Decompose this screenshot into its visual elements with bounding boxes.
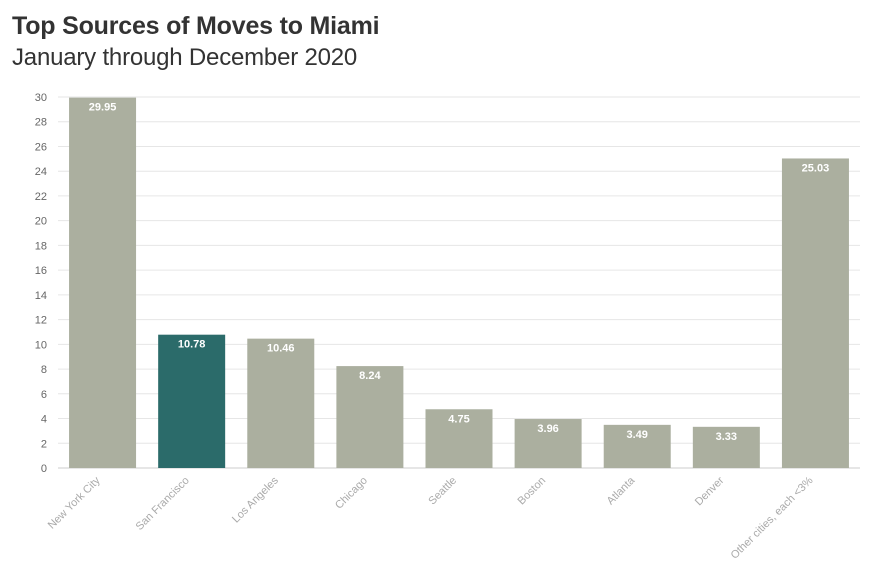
bar-value-label: 29.95 [89, 102, 117, 114]
y-tick-label: 6 [41, 389, 47, 401]
x-category-label: Other cities, each <3% [729, 474, 816, 561]
x-category-label: Denver [693, 474, 727, 508]
y-tick-label: 14 [35, 290, 47, 302]
y-tick-label: 10 [35, 339, 47, 351]
bar-value-label: 8.24 [359, 370, 381, 382]
x-category-label: Atlanta [605, 474, 638, 507]
x-category-label: Los Angeles [230, 474, 281, 525]
bar [603, 424, 671, 468]
bar [781, 158, 849, 468]
y-tick-label: 30 [35, 92, 47, 104]
bar-value-label: 25.03 [802, 162, 830, 174]
y-tick-label: 22 [35, 191, 47, 203]
y-tick-label: 8 [41, 364, 47, 376]
y-tick-label: 12 [35, 315, 47, 327]
x-category-label: New York City [46, 474, 103, 531]
y-tick-label: 24 [35, 166, 47, 178]
bar-value-label: 4.75 [448, 413, 469, 425]
bar [247, 338, 315, 468]
y-tick-label: 16 [35, 265, 47, 277]
bar-value-label: 3.96 [537, 423, 558, 435]
chart-title: Top Sources of Moves to Miami [12, 12, 380, 40]
x-category-label: Chicago [333, 475, 370, 512]
y-tick-label: 0 [41, 463, 47, 475]
x-axis: New York City San Francisco Los Angeles Chi… [46, 474, 816, 562]
x-category-label: San Francisco [134, 475, 192, 533]
bar [158, 334, 226, 468]
bar [425, 409, 493, 468]
x-category-label: Seattle [426, 475, 459, 508]
y-tick-label: 2 [41, 438, 47, 450]
bar [69, 97, 137, 468]
bars [69, 97, 849, 468]
y-tick-label: 26 [35, 141, 47, 153]
x-category-label: Boston [516, 475, 549, 508]
y-tick-label: 4 [41, 414, 47, 426]
chart-subtitle: January through December 2020 [12, 44, 358, 71]
bar-value-label: 3.49 [627, 429, 648, 441]
y-tick-label: 18 [35, 240, 47, 252]
data-labels: 29.95 10.78 10.46 8.24 4.75 3.96 3.49 3.33 25.03 [89, 102, 829, 443]
y-tick-label: 20 [35, 216, 47, 228]
bar [514, 419, 582, 468]
bar [336, 366, 404, 468]
bar [692, 426, 760, 468]
bar-value-label: 10.78 [178, 339, 206, 351]
y-tick-label: 28 [35, 117, 47, 129]
bar-value-label: 3.33 [716, 431, 737, 443]
bar-value-label: 10.46 [267, 343, 295, 355]
